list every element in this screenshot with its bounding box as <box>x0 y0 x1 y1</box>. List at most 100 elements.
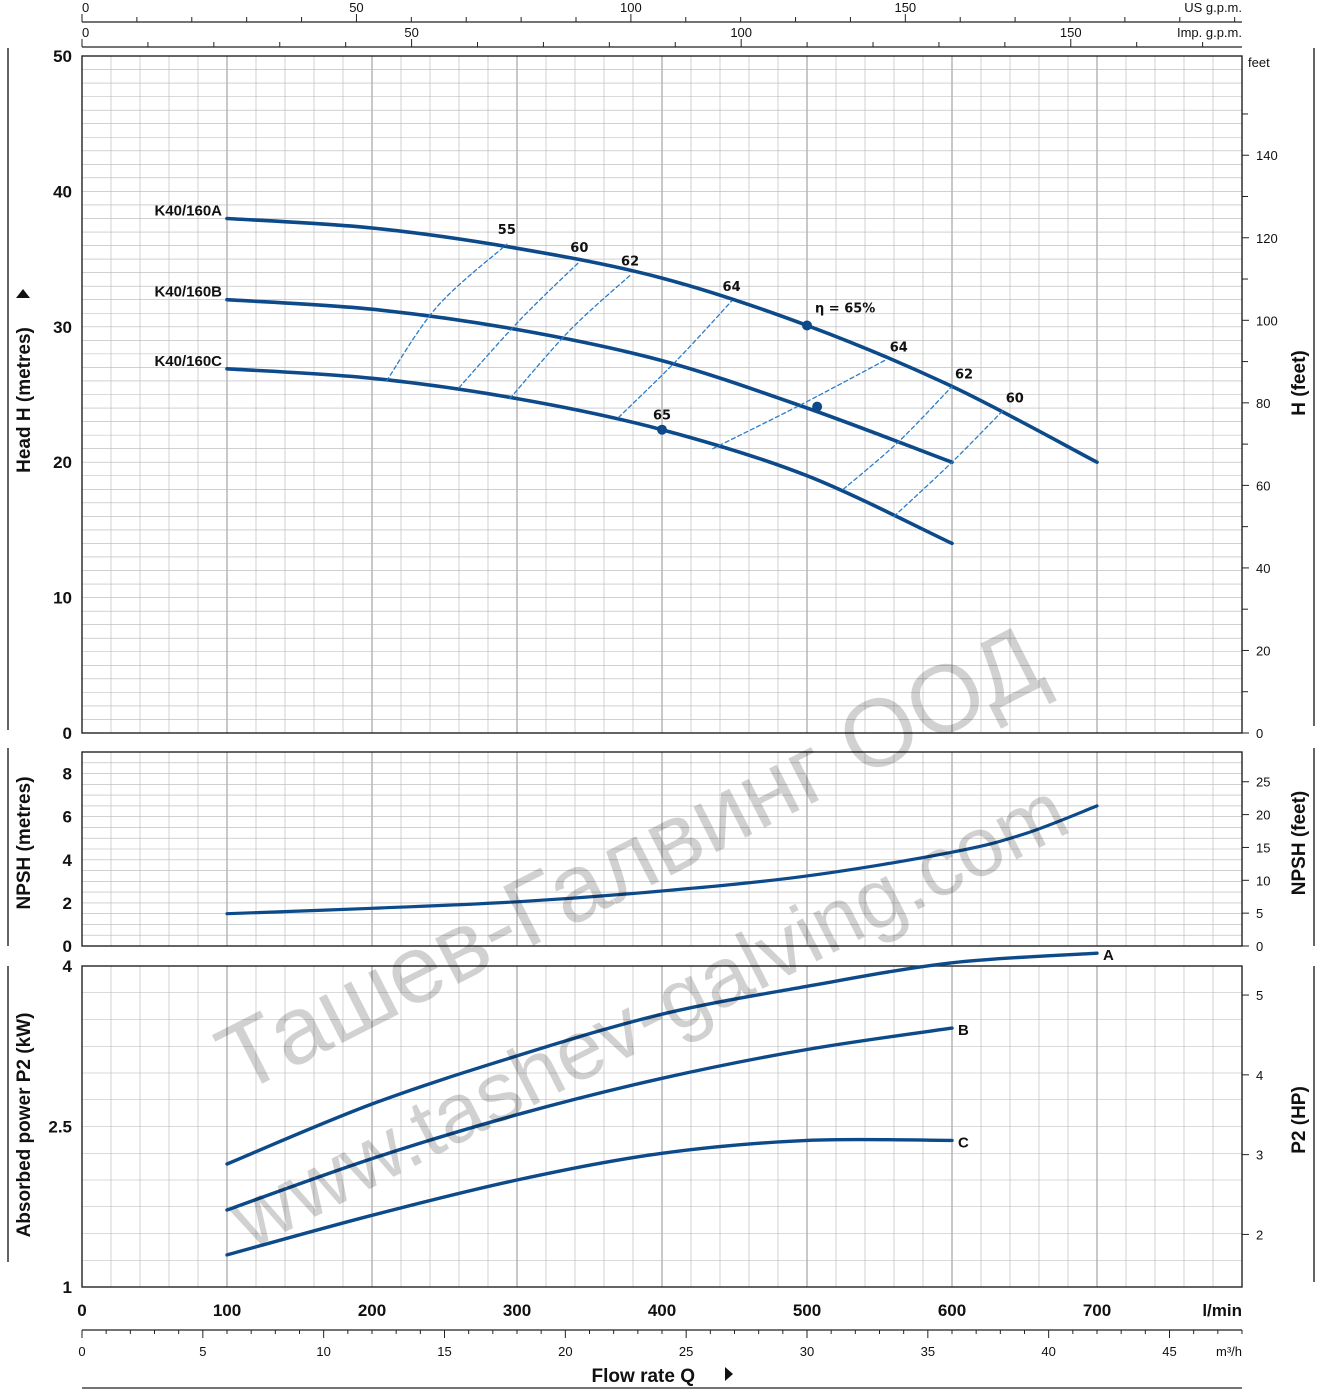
grid <box>82 56 1242 1287</box>
lmin-tick-label: 700 <box>1083 1301 1111 1320</box>
efficiency-label: 65 <box>653 409 671 424</box>
m3h-unit-label: m³/h <box>1216 1344 1242 1359</box>
npsh-ytick-right: 5 <box>1256 906 1263 921</box>
efficiency-label: 62 <box>621 254 639 269</box>
efficiency-line-64 <box>712 358 888 450</box>
power-ytick-left: 1 <box>63 1278 72 1297</box>
head-ylabel-right: H (feet) <box>1289 350 1310 415</box>
m3h-tick-label: 35 <box>921 1344 935 1359</box>
head-ytick-right: 0 <box>1256 726 1263 741</box>
npsh-ytick-right: 0 <box>1256 939 1263 954</box>
lmin-tick-label: 300 <box>503 1301 531 1320</box>
x-axis-title: Flow rate Q <box>592 1366 695 1387</box>
efficiency-line-60 <box>893 410 1004 518</box>
efficiency-label: 64 <box>890 340 908 355</box>
m3h-tick-label: 40 <box>1041 1344 1055 1359</box>
head-ylabel-arrow-icon <box>16 289 30 298</box>
efficiency-label: 60 <box>1006 392 1024 407</box>
impgpm-tick-label: 0 <box>82 25 89 40</box>
m3h-tick-label: 20 <box>558 1344 572 1359</box>
npsh-curve <box>225 804 1099 916</box>
axes: 0 50 100 150 US g.p.m.0 50 100 150 Imp. g.p.m.0 1… <box>7 0 1315 1389</box>
npsh-ylabel-right: NPSH (feet) <box>1289 791 1310 896</box>
head-ytick-left: 10 <box>53 589 72 608</box>
npsh-ytick-left: 8 <box>63 765 72 784</box>
head-curve-K40/160C <box>225 367 954 546</box>
head-ytick-right: 80 <box>1256 396 1270 411</box>
impgpm-tick-label: 50 <box>404 25 418 40</box>
efficiency-label: 62 <box>955 367 973 382</box>
npsh-ytick-left: 2 <box>63 894 72 913</box>
usgpm-tick-label: 0 <box>82 0 89 15</box>
npsh-ytick-left: 6 <box>63 808 72 827</box>
usgpm-tick-label: 150 <box>894 0 916 15</box>
best-efficiency-point <box>657 424 667 435</box>
power-ytick-right: 3 <box>1256 1148 1263 1163</box>
power-curve-label: C <box>958 1134 969 1151</box>
head-ytick-right: 40 <box>1256 561 1270 576</box>
best-efficiency-point <box>802 320 812 331</box>
m3h-tick-label: 30 <box>800 1344 814 1359</box>
head-curve-K40/160B <box>225 297 954 464</box>
power-ylabel-right: P2 (HP) <box>1289 1086 1310 1154</box>
npsh-ytick-left: 0 <box>63 937 72 956</box>
lmin-tick-label: 500 <box>793 1301 821 1320</box>
head-curve-label: K40/160B <box>154 284 222 301</box>
impgpm-unit-label: Imp. g.p.m. <box>1177 25 1242 40</box>
npsh-ytick-left: 4 <box>63 851 73 870</box>
power-frame <box>81 965 1243 1288</box>
head-ytick-right: 100 <box>1256 313 1278 328</box>
m3h-tick-label: 15 <box>437 1344 451 1359</box>
efficiency-label: 64 <box>723 280 741 295</box>
efficiency-line-55 <box>385 243 508 382</box>
power-curve-A <box>225 951 1099 1166</box>
watermark: Ташев-Галвинг ООД www.tashev-galving.com <box>201 606 1082 1267</box>
power-ytick-right: 4 <box>1256 1068 1263 1083</box>
power-ytick-left: 2.5 <box>48 1118 72 1137</box>
head-curve-label: K40/160C <box>154 353 222 370</box>
efficiency-line-62 <box>509 274 631 400</box>
usgpm-tick-label: 100 <box>620 0 642 15</box>
npsh-ylabel-left: NPSH (metres) <box>14 776 35 909</box>
x-axis-arrow-icon <box>725 1367 733 1381</box>
head-frame <box>81 55 1243 734</box>
efficiency-line-60 <box>458 261 581 389</box>
power-ylabel-left: Absorbed power P2 (kW) <box>14 1013 35 1238</box>
power-ytick-right: 2 <box>1256 1227 1263 1242</box>
npsh-ytick-right: 25 <box>1256 775 1270 790</box>
power-ytick-left: 4 <box>63 957 73 976</box>
head-ytick-left: 0 <box>63 724 72 743</box>
best-efficiency-point <box>812 401 823 412</box>
efficiency-line-62 <box>842 385 953 490</box>
efficiency-label: 55 <box>498 223 516 238</box>
impgpm-tick-label: 150 <box>1060 25 1082 40</box>
head-ytick-left: 20 <box>53 453 72 472</box>
npsh-frame <box>81 751 1243 947</box>
power-curve-label: B <box>958 1022 969 1039</box>
npsh-ytick-right: 15 <box>1256 840 1270 855</box>
lmin-tick-label: 200 <box>358 1301 386 1320</box>
head-ylabel-left: Head H (metres) <box>14 327 35 473</box>
head-ytick-left: 50 <box>53 47 72 66</box>
usgpm-unit-label: US g.p.m. <box>1184 0 1242 15</box>
efficiency-line-64 <box>617 300 733 419</box>
npsh-ytick-right: 20 <box>1256 808 1270 823</box>
m3h-tick-label: 45 <box>1162 1344 1176 1359</box>
power-curve-label: A <box>1103 947 1114 964</box>
head-ytick-left: 30 <box>53 318 72 337</box>
m3h-tick-label: 5 <box>199 1344 206 1359</box>
power-ytick-right: 5 <box>1256 988 1263 1003</box>
lmin-tick-label: 600 <box>938 1301 966 1320</box>
panel-frames <box>81 55 1243 1288</box>
lmin-tick-label: 100 <box>213 1301 241 1320</box>
head-curve-label: K40/160A <box>154 202 222 219</box>
power-curve-C <box>225 1137 954 1257</box>
head-ytick-right: 20 <box>1256 643 1270 658</box>
efficiency-label: 60 <box>570 241 588 256</box>
head-ytick-left: 40 <box>53 182 72 201</box>
lmin-unit-label: l/min <box>1202 1301 1242 1320</box>
m3h-tick-label: 25 <box>679 1344 693 1359</box>
efficiency-label: η = 65% <box>815 301 875 316</box>
power-curve-B <box>225 1026 954 1212</box>
